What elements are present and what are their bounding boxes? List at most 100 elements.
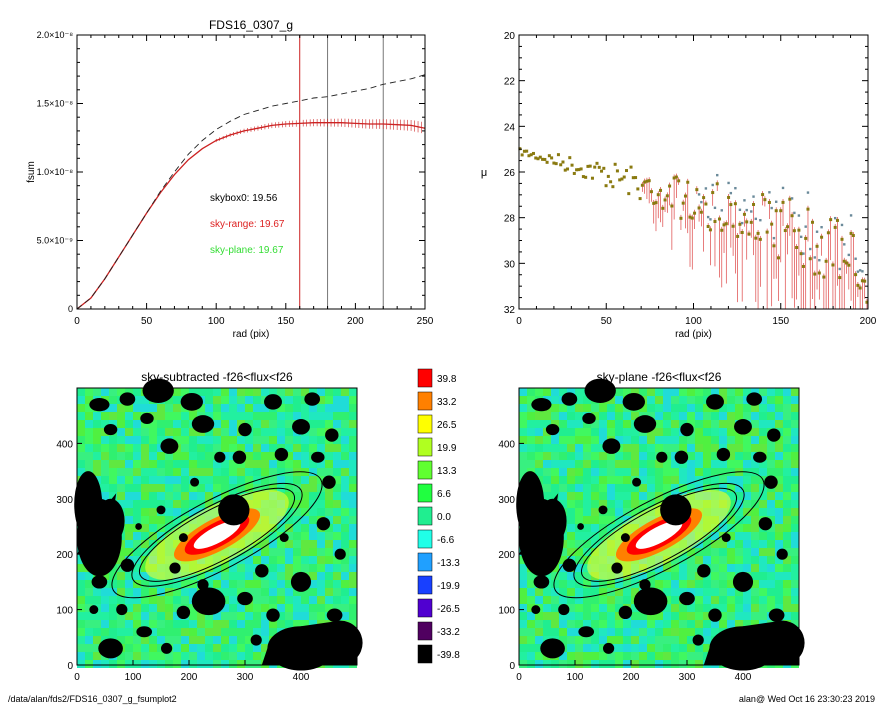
x-tick-label: 100 (125, 672, 142, 683)
galaxy-core (635, 520, 683, 549)
heat-cell (615, 636, 623, 644)
heat-cell (133, 492, 141, 500)
heat-cell (583, 516, 591, 524)
heat-cell (735, 564, 743, 572)
heat-cell (567, 436, 575, 444)
mu-point-alt (854, 257, 857, 260)
heat-cell (623, 420, 631, 428)
heat-cell (245, 628, 253, 636)
heat-cell (293, 588, 301, 596)
heat-cell (221, 484, 229, 492)
heat-cell (293, 532, 301, 540)
mask-blob (531, 605, 541, 615)
heat-cell (245, 580, 253, 588)
heat-cell (591, 532, 599, 540)
mask-blob (120, 558, 135, 572)
heat-cell (301, 540, 309, 548)
heat-cell (309, 532, 317, 540)
heat-cell (133, 396, 141, 404)
mu-point (740, 230, 744, 234)
heat-cell (623, 596, 631, 604)
heat-cell (575, 420, 583, 428)
mu-point (600, 169, 604, 173)
heat-cell (695, 404, 703, 412)
mu-point-alt (740, 221, 744, 225)
mask-blob (316, 517, 331, 531)
heat-cell (639, 404, 647, 412)
heat-cell (559, 652, 567, 660)
heat-cell (301, 548, 309, 556)
heat-cell (325, 556, 333, 564)
heat-cell (109, 420, 117, 428)
mu-point-alt (727, 181, 730, 185)
heat-cell (253, 604, 261, 612)
heat-cell (639, 652, 647, 660)
heat-cell (655, 436, 663, 444)
mu-point (690, 216, 694, 220)
heat-cell (623, 460, 631, 468)
heat-cell (703, 436, 711, 444)
heat-cell (141, 532, 149, 540)
heat-cell (277, 388, 285, 396)
heat-cell (711, 540, 719, 548)
heat-cell (615, 428, 623, 436)
footer-filepath: /data/alan/fds2/FDS16_0307_g_fsumplot2 (8, 694, 177, 704)
heat-cell (333, 540, 341, 548)
heat-cell (527, 628, 535, 636)
heat-cell (639, 628, 647, 636)
heat-cell (575, 532, 583, 540)
heat-cell (727, 548, 735, 556)
heat-cell (205, 492, 213, 500)
heat-cell (261, 412, 269, 420)
heat-cell (221, 580, 229, 588)
heat-cell (237, 556, 245, 564)
heat-cell (639, 620, 647, 628)
heat-cell (519, 444, 527, 452)
heat-cell (751, 588, 759, 596)
heat-cell (197, 468, 205, 476)
mu-point (847, 263, 851, 267)
mask-blob (274, 447, 289, 462)
heat-cell (325, 588, 333, 596)
heat-cell (791, 588, 799, 596)
heat-cell (77, 572, 85, 580)
heat-cell (229, 588, 237, 596)
heat-cell (743, 588, 751, 596)
heat-cell (727, 420, 735, 428)
heat-cell (631, 636, 639, 644)
mask-blob (238, 422, 252, 437)
heat-cell (543, 420, 551, 428)
heat-cell (663, 468, 671, 476)
heat-cell (261, 460, 269, 468)
heat-cell (277, 572, 285, 580)
heat-cell (173, 492, 181, 500)
heat-cell (519, 588, 527, 596)
heat-cell (173, 428, 181, 436)
heat-cell (173, 476, 181, 484)
heat-cell (775, 572, 783, 580)
heat-cell (309, 420, 317, 428)
heat-cell (157, 484, 165, 492)
heat-cell (181, 500, 189, 508)
heat-cell (189, 660, 197, 668)
heat-cell (333, 516, 341, 524)
heat-cell (567, 508, 575, 516)
heat-cell (567, 420, 575, 428)
colorbar-swatch (417, 483, 433, 503)
heat-cell (141, 612, 149, 620)
heat-cell (687, 420, 695, 428)
heat-cell (125, 428, 133, 436)
heat-cell (519, 580, 527, 588)
heat-cell (519, 556, 527, 564)
heat-cell (775, 404, 783, 412)
heat-cell (583, 492, 591, 500)
mask-blob (191, 587, 226, 616)
heat-cell (679, 628, 687, 636)
heat-cell (325, 396, 333, 404)
heat-cell (197, 572, 205, 580)
heat-cell (599, 628, 607, 636)
heat-cell (285, 492, 293, 500)
mu-point (702, 196, 706, 200)
heat-cell (253, 660, 261, 668)
mu-point (718, 217, 722, 221)
